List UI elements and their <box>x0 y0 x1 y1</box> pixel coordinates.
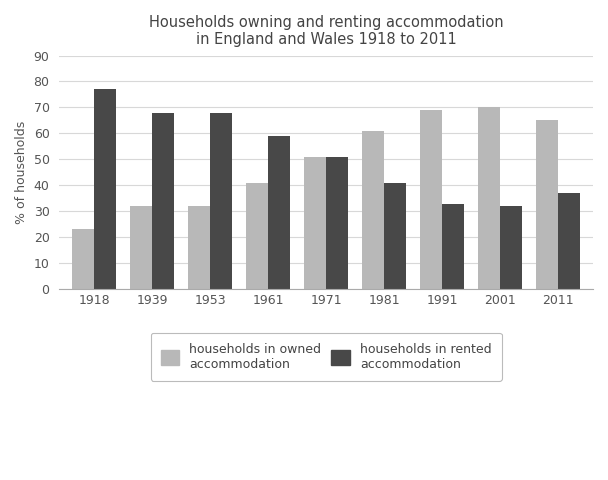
Legend: households in owned
accommodation, households in rented
accommodation: households in owned accommodation, house… <box>151 333 502 381</box>
Bar <box>94 89 116 289</box>
Bar <box>558 193 580 289</box>
Y-axis label: % of households: % of households <box>15 121 28 224</box>
Bar <box>72 229 94 289</box>
Bar <box>536 120 558 289</box>
Bar <box>210 113 232 289</box>
Bar <box>246 183 268 289</box>
Bar <box>442 204 465 289</box>
Bar <box>152 113 174 289</box>
Bar <box>268 136 290 289</box>
Bar <box>130 206 152 289</box>
Bar <box>500 206 522 289</box>
Bar <box>420 110 442 289</box>
Bar <box>478 108 500 289</box>
Title: Households owning and renting accommodation
in England and Wales 1918 to 2011: Households owning and renting accommodat… <box>149 15 503 48</box>
Bar <box>304 157 326 289</box>
Bar <box>326 157 348 289</box>
Bar <box>188 206 210 289</box>
Bar <box>384 183 406 289</box>
Bar <box>362 131 384 289</box>
